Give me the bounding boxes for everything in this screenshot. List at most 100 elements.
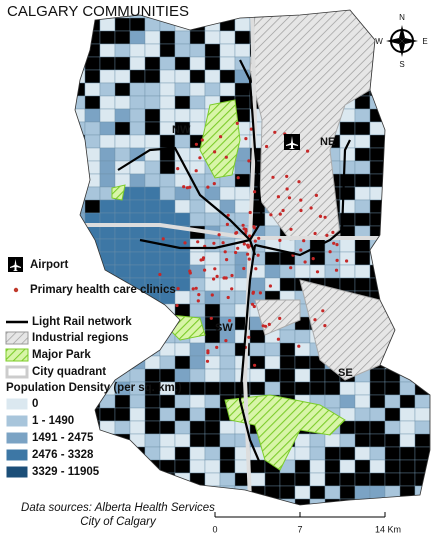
district — [234, 498, 251, 505]
clinic-dot — [0, 0, 2, 2]
district — [129, 30, 146, 45]
district — [399, 225, 416, 240]
clinic-dot — [303, 260, 307, 264]
district — [129, 329, 146, 344]
district — [354, 251, 371, 266]
district — [174, 407, 191, 422]
district — [414, 212, 430, 227]
district — [414, 69, 430, 84]
district — [174, 212, 191, 227]
district — [429, 56, 430, 71]
clinic-dot — [0, 0, 2, 2]
district — [99, 446, 116, 461]
district — [174, 355, 191, 370]
district — [399, 433, 416, 448]
district — [189, 446, 206, 461]
clinic-dot — [345, 259, 349, 263]
source-line: Data sources: Alberta Health Services — [21, 502, 215, 514]
district — [429, 329, 430, 344]
district — [384, 498, 401, 505]
district — [75, 134, 86, 149]
district — [219, 82, 236, 97]
district — [354, 147, 371, 162]
district — [234, 82, 251, 97]
district — [174, 95, 191, 110]
district — [399, 485, 416, 500]
clinic-dot — [248, 210, 252, 215]
clinic-dot — [242, 242, 246, 246]
clinic-dot — [261, 324, 265, 328]
clinic-dot — [0, 0, 2, 2]
clinic-dot — [0, 0, 2, 2]
district — [84, 407, 101, 422]
clinic-dot — [253, 190, 257, 194]
district — [369, 199, 386, 214]
clinic-dot — [176, 167, 180, 171]
district — [399, 303, 416, 318]
district — [219, 10, 236, 19]
district — [174, 459, 191, 474]
clinic-dot — [0, 0, 2, 2]
district — [279, 342, 296, 357]
clinic-dot — [226, 213, 230, 217]
district — [129, 108, 146, 123]
district — [264, 342, 281, 357]
district — [234, 160, 251, 175]
district — [324, 264, 341, 279]
district — [399, 459, 416, 474]
clinic-dot — [315, 270, 320, 274]
district — [189, 43, 206, 58]
clinic-dot — [267, 322, 271, 326]
district — [339, 173, 356, 188]
district — [129, 134, 146, 149]
quadrant-label: SW — [215, 322, 233, 334]
density-label: 3329 - 11905 — [32, 466, 100, 478]
density-label: 2476 - 3328 — [32, 449, 94, 461]
clinic-dot — [0, 0, 2, 2]
district — [129, 433, 146, 448]
district — [219, 368, 236, 383]
district — [339, 381, 356, 396]
district — [414, 316, 430, 331]
district — [189, 69, 206, 84]
district — [174, 446, 191, 461]
source-line: City of Calgary — [80, 516, 157, 528]
district — [384, 108, 401, 123]
clinic-dot — [278, 316, 282, 320]
clinic-dot — [0, 0, 2, 2]
district — [309, 368, 326, 383]
district — [144, 316, 161, 331]
clinic-dot — [234, 250, 238, 255]
district — [339, 446, 356, 461]
district — [84, 160, 101, 175]
clinic-dot — [0, 0, 2, 2]
district — [384, 459, 401, 474]
district — [129, 420, 146, 435]
district — [144, 420, 161, 435]
district — [129, 95, 146, 110]
clinic-dot — [0, 0, 2, 2]
district — [204, 43, 221, 58]
clinic-dot — [215, 274, 219, 278]
district — [414, 147, 430, 162]
district — [264, 498, 281, 505]
district — [204, 368, 221, 383]
district — [264, 368, 281, 383]
district — [369, 82, 386, 97]
district — [249, 329, 266, 344]
district — [264, 355, 281, 370]
clinic-dot — [0, 0, 2, 2]
district — [429, 433, 430, 448]
clinic-dot — [0, 0, 2, 2]
district — [99, 69, 116, 84]
district — [204, 30, 221, 45]
district — [114, 147, 131, 162]
district — [189, 95, 206, 110]
density-label: 0 — [32, 398, 38, 410]
district — [294, 485, 311, 500]
district — [174, 82, 191, 97]
clinic-dot — [289, 266, 293, 270]
district — [384, 186, 401, 201]
clinic-dot — [0, 0, 2, 2]
clinic-dot — [323, 215, 327, 219]
